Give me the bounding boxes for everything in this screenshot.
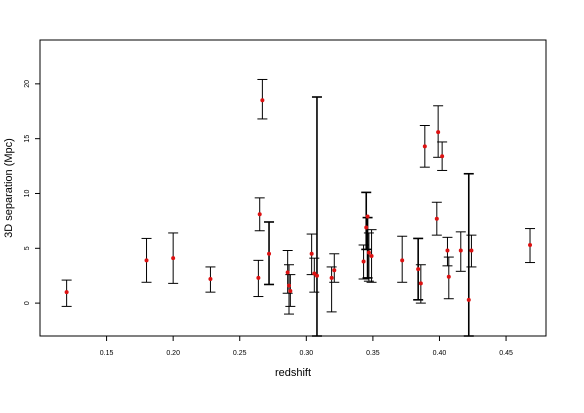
data-point [434,216,439,221]
data-point [528,243,533,248]
data-point [257,212,262,217]
x-tick-label: 0.15 [100,350,114,357]
error-bar [311,96,322,337]
y-tick-label: 15 [24,135,31,143]
data-point [332,268,337,273]
error-bar [463,172,474,337]
y-axis-label: 3D separation (Mpc) [3,138,15,238]
data-point [256,275,261,280]
x-tick-label: 0.20 [166,350,180,357]
y-axis-ticks: 0 5 10 15 20 [24,80,40,305]
x-tick-label: 0.40 [433,350,447,357]
data-point [364,225,369,230]
data-point [309,251,314,256]
data-point [369,253,374,258]
x-axis-label: redshift [275,367,311,379]
data-points [64,98,533,302]
error-bar [329,253,340,283]
data-point [287,283,292,288]
data-point [144,258,149,263]
data-point [260,98,265,103]
x-tick-label: 0.30 [300,350,314,357]
error-bar [361,191,372,251]
data-point [285,270,290,275]
x-tick-label: 0.45 [499,350,513,357]
y-tick-label: 0 [24,301,31,305]
data-point [366,250,371,255]
data-point [446,274,451,279]
y-tick-label: 20 [24,80,31,88]
data-point [171,256,176,261]
data-point [361,259,366,264]
plot-frame [39,39,547,337]
y-tick-label: 10 [24,189,31,197]
data-point [436,130,441,135]
data-point [267,251,272,256]
data-point [466,297,471,302]
error-bars [61,78,536,337]
data-point [329,275,334,280]
data-point [458,248,463,253]
data-point [314,273,319,278]
data-point [440,154,445,159]
data-point [422,144,427,149]
data-point [312,271,317,276]
data-point [400,258,405,263]
x-tick-label: 0.25 [233,350,247,357]
data-point [365,214,370,219]
x-axis-ticks: 0.15 0.20 0.25 0.30 0.35 0.40 0.45 [100,336,513,357]
data-point [64,290,69,295]
error-bar [326,266,337,313]
data-point [288,289,293,294]
data-point [418,281,423,286]
data-point [469,248,474,253]
x-tick-label: 0.35 [366,350,380,357]
y-tick-label: 5 [24,246,31,250]
data-point [445,248,450,253]
data-point [208,276,213,281]
error-bar [363,232,374,282]
data-point [416,267,421,272]
